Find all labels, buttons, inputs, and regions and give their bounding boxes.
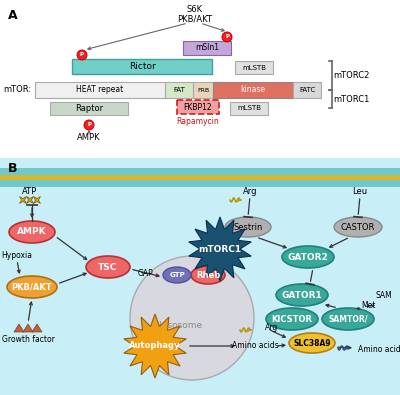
Text: P: P [225,34,229,40]
Polygon shape [124,314,186,378]
Text: GATOR2: GATOR2 [288,252,328,261]
Ellipse shape [322,308,374,330]
Text: KICSTOR: KICSTOR [272,314,312,324]
Text: FRB: FRB [197,88,209,92]
FancyBboxPatch shape [35,82,165,98]
Text: A: A [8,9,18,22]
Text: Amino acids: Amino acids [358,346,400,354]
Text: AMPK: AMPK [17,228,47,237]
Ellipse shape [163,267,191,283]
FancyBboxPatch shape [0,168,400,175]
Circle shape [222,32,232,42]
Ellipse shape [334,217,382,237]
Text: PKB/AKT: PKB/AKT [12,282,52,292]
Text: GATOR1: GATOR1 [282,290,322,299]
Polygon shape [34,196,40,203]
Ellipse shape [266,308,318,330]
Text: P: P [80,53,84,58]
FancyBboxPatch shape [0,158,400,395]
Polygon shape [14,324,24,332]
Text: SAMTOR/: SAMTOR/ [328,314,368,324]
Text: mTORC1: mTORC1 [198,245,242,254]
Ellipse shape [9,221,55,243]
Circle shape [77,50,87,60]
Text: Autophagy: Autophagy [129,342,181,350]
Polygon shape [20,196,26,203]
Text: mTOR:: mTOR: [3,85,31,94]
Text: S6K: S6K [187,6,203,15]
Ellipse shape [282,246,334,268]
Text: FAT: FAT [173,87,185,93]
Text: FATC: FATC [299,87,315,93]
FancyBboxPatch shape [183,41,231,55]
Text: Arg: Arg [243,188,257,196]
Text: P: P [87,122,91,128]
FancyBboxPatch shape [213,82,293,98]
Text: Arg: Arg [265,322,278,331]
Circle shape [130,256,254,380]
Text: mTORC2: mTORC2 [333,71,369,80]
Text: Lysosome: Lysosome [158,322,202,331]
Text: Growth factor: Growth factor [2,335,54,344]
Text: mLSTB: mLSTB [237,105,261,111]
Text: ATP: ATP [22,186,38,196]
Text: PKB/AKT: PKB/AKT [178,15,212,23]
FancyBboxPatch shape [0,175,400,180]
FancyBboxPatch shape [293,82,321,98]
Polygon shape [23,324,33,332]
FancyBboxPatch shape [0,180,400,187]
FancyBboxPatch shape [235,61,273,74]
Text: GAP: GAP [137,269,153,278]
Ellipse shape [225,217,271,237]
Circle shape [84,120,94,130]
FancyBboxPatch shape [193,82,213,98]
Ellipse shape [86,256,130,278]
Text: Rictor: Rictor [129,62,155,71]
FancyBboxPatch shape [177,100,219,114]
FancyBboxPatch shape [72,59,212,74]
Text: FKBP12: FKBP12 [184,102,212,111]
Text: kinase: kinase [240,85,266,94]
Text: AMPK: AMPK [77,134,101,143]
Text: Hypoxia: Hypoxia [2,250,32,260]
Text: mTORC1: mTORC1 [333,94,369,103]
FancyBboxPatch shape [50,102,128,115]
Text: SAM: SAM [376,290,393,299]
Text: GTP: GTP [169,272,185,278]
Polygon shape [26,196,34,203]
Text: CASTOR: CASTOR [341,222,375,231]
Text: Leu: Leu [352,188,368,196]
Text: Amino acids: Amino acids [232,342,278,350]
FancyBboxPatch shape [230,102,268,115]
Text: Rapamycin: Rapamycin [177,117,219,126]
Text: TSC: TSC [98,263,118,271]
Text: mLSTB: mLSTB [242,64,266,70]
Ellipse shape [7,276,57,298]
Text: mSIn1: mSIn1 [195,43,219,53]
Text: SLC38A9: SLC38A9 [293,339,331,348]
Text: Raptor: Raptor [75,104,103,113]
Polygon shape [189,217,251,281]
FancyBboxPatch shape [165,82,193,98]
Polygon shape [32,324,42,332]
Text: B: B [8,162,18,175]
Text: Sestrin: Sestrin [233,222,263,231]
Ellipse shape [191,266,225,284]
Ellipse shape [289,333,335,353]
Text: HEAT repeat: HEAT repeat [76,85,124,94]
Ellipse shape [276,284,328,306]
Text: Met: Met [361,301,375,310]
Text: Rheb: Rheb [196,271,220,280]
